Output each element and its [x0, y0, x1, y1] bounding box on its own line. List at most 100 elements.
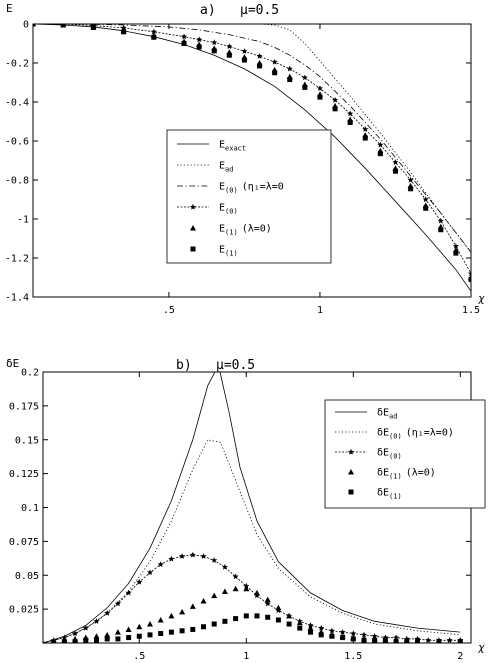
data-point	[211, 557, 218, 563]
plot-frame	[32, 23, 472, 298]
y-tick-label: 0.05	[15, 571, 39, 582]
data-point	[126, 635, 132, 641]
legend-swatch-marker	[347, 448, 355, 455]
panel-a: .5 1 1.5 0 -0.2 -0.4 -0.6 -0.8 -1 -1.2 -1.4 Eχ a) μ=0…	[5, 2, 485, 316]
data-point	[93, 633, 100, 639]
data-point	[332, 96, 339, 103]
data-point	[317, 94, 323, 100]
legend-entry: δE(0)	[377, 448, 402, 461]
legend-entry: Eexact	[219, 140, 246, 153]
data-point	[316, 85, 324, 91]
data-point	[168, 629, 174, 635]
data-point	[350, 630, 357, 637]
y-tick-label: -0.4	[5, 98, 29, 109]
series-3	[33, 24, 471, 277]
data-point	[446, 637, 453, 643]
panel-b: .5 1 1.5 2 0.025 0.05 0.075 0.1 0.125 0.15 0.175 0.…	[6, 357, 486, 662]
legend-swatch-marker	[190, 246, 196, 252]
data-point	[307, 625, 314, 631]
data-point	[221, 588, 228, 595]
data-point	[264, 596, 271, 603]
data-point	[114, 629, 121, 635]
y-tick-label: -0.6	[5, 137, 29, 148]
legend: Eexact Ead E(0) (η₁=λ=0 E(0) E(1) (λ=0) E(1)	[166, 129, 332, 264]
legend-box	[166, 129, 332, 264]
chart-title: a)	[200, 3, 216, 18]
data-point	[168, 555, 175, 562]
data-point	[179, 553, 186, 559]
y-tick-label: 0.15	[15, 435, 39, 446]
data-point	[296, 619, 303, 626]
x-tick-label: 2	[457, 651, 463, 662]
y-tick-label: 0	[23, 20, 29, 31]
chart-mu-label: μ=0.5	[216, 358, 255, 373]
data-point	[407, 176, 414, 183]
data-point	[121, 29, 127, 35]
y-tick-label: -0.2	[5, 59, 29, 70]
data-point	[136, 633, 142, 639]
x-tick-label: .5	[163, 305, 175, 316]
data-point	[457, 639, 463, 643]
data-point	[422, 196, 429, 203]
y-axis-label: δE	[6, 357, 19, 370]
legend-entry: δEad	[377, 408, 397, 421]
data-point	[136, 623, 143, 630]
series-line	[33, 24, 471, 253]
y-tick-label: 0.1	[21, 503, 39, 514]
data-point	[94, 637, 99, 643]
legend-entry: E(0) (η₁=λ=0	[219, 182, 284, 195]
data-point	[425, 637, 432, 643]
data-point	[168, 612, 175, 619]
data-point	[211, 592, 218, 599]
data-point	[196, 44, 202, 50]
data-point	[93, 618, 100, 624]
y-tick-label: -0.8	[5, 176, 29, 187]
data-point	[43, 639, 47, 643]
data-point	[350, 636, 356, 642]
data-point	[114, 600, 121, 607]
data-point	[372, 637, 378, 643]
data-point	[286, 621, 292, 627]
data-point	[179, 628, 185, 634]
legend-entry: E(0)	[219, 203, 238, 216]
data-point	[147, 621, 153, 627]
data-point	[33, 24, 36, 27]
legend-entry: δE(0) (η₁=λ=0)	[377, 428, 454, 441]
data-point	[393, 634, 400, 641]
data-point	[452, 243, 459, 249]
data-point	[200, 597, 207, 604]
x-tick-label: 1.5	[462, 305, 480, 316]
y-tick-label: -1.2	[5, 254, 29, 265]
data-point	[272, 70, 278, 76]
data-point	[318, 632, 324, 638]
data-point	[361, 637, 367, 643]
data-point	[241, 57, 247, 63]
data-point	[302, 84, 308, 90]
legend-entry: δE(1) (λ=0)	[377, 468, 436, 481]
data-point	[147, 632, 153, 638]
y-tick-label: -1	[17, 215, 29, 226]
data-point	[146, 569, 154, 576]
data-point	[136, 578, 143, 585]
data-point	[271, 58, 278, 65]
data-point	[60, 24, 66, 28]
data-point	[307, 622, 314, 628]
legend-entry: E(1)	[219, 245, 238, 258]
data-point	[61, 634, 68, 641]
data-point	[318, 624, 325, 631]
legend-swatch-marker	[189, 203, 197, 210]
series-line	[43, 554, 461, 643]
data-point	[265, 614, 271, 620]
data-point	[72, 630, 79, 637]
data-point	[362, 126, 369, 132]
legend: δEad δE(0) (η₁=λ=0) δE(0) δE(1) (λ=0) δE(1)	[324, 399, 486, 509]
data-point	[404, 639, 410, 643]
series-line	[43, 372, 461, 643]
data-point	[371, 633, 378, 639]
data-point	[226, 43, 233, 50]
data-point	[151, 34, 157, 40]
data-point	[339, 628, 346, 635]
data-point	[211, 39, 218, 46]
data-point	[332, 106, 338, 112]
data-point	[221, 563, 228, 570]
